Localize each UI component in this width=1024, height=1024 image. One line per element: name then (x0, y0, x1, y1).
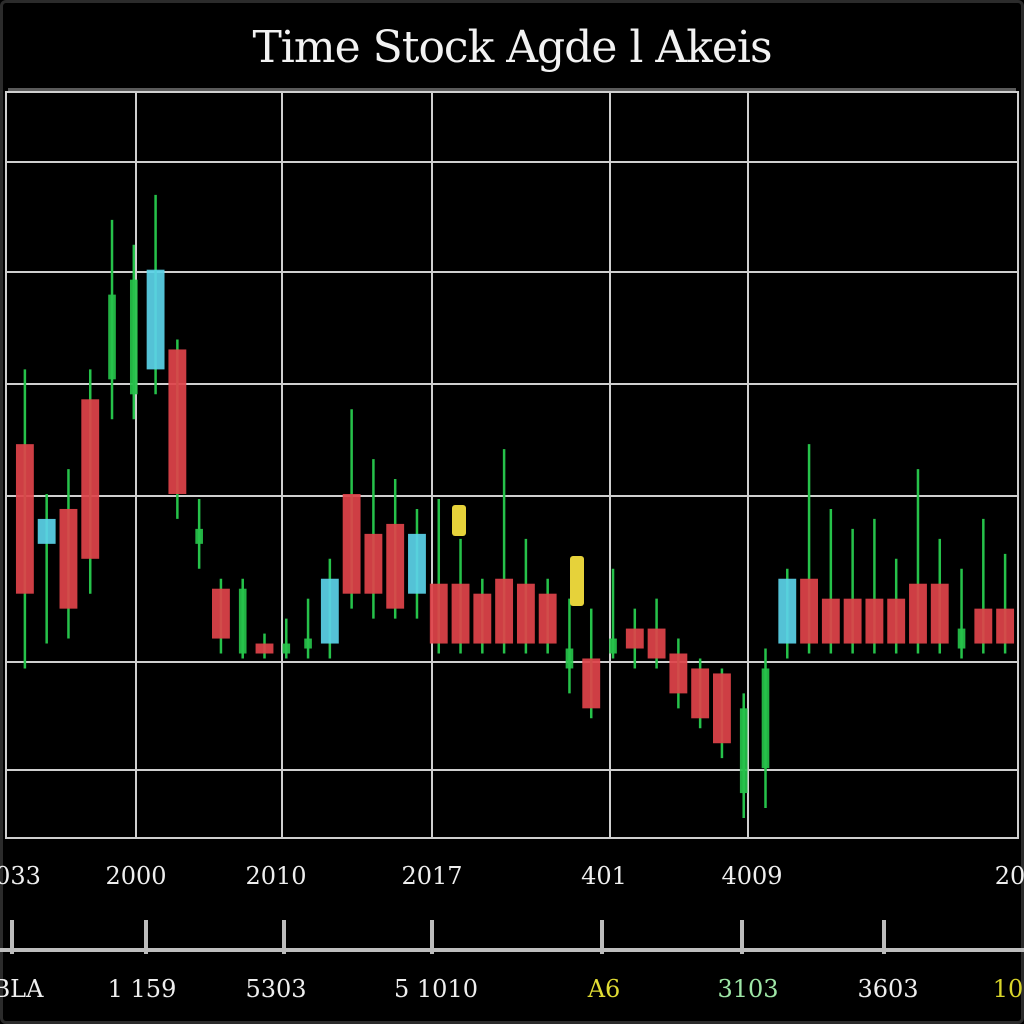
candle-body (974, 608, 993, 644)
candle-body (739, 708, 748, 794)
candle-body (669, 653, 688, 694)
candle-body (15, 444, 34, 594)
scale-tick (10, 920, 14, 954)
candle-body (238, 588, 247, 654)
candle-body (451, 583, 470, 644)
candle-body (408, 533, 426, 594)
bottom-tick-label: 3103 (717, 975, 779, 1003)
candle-body (713, 673, 731, 744)
bottom-tick-label: 1 159 (107, 975, 177, 1003)
x-tick-label: 2010 (245, 862, 307, 890)
scale-tick (282, 920, 286, 954)
x-tick-label: 033 (0, 862, 41, 890)
candle-body (255, 643, 274, 654)
candle-body (609, 638, 617, 654)
candle-body (129, 279, 138, 395)
candle-body (865, 598, 884, 644)
candle-body (429, 583, 448, 644)
scale-tick (600, 920, 604, 954)
candle-body (342, 494, 361, 594)
candle-body (81, 399, 100, 559)
candle-body (59, 508, 78, 609)
candle-body (800, 578, 818, 644)
candle-body (37, 518, 56, 544)
x-tick-label: 4009 (721, 862, 783, 890)
candle-body (495, 578, 514, 644)
candle-body (473, 593, 492, 644)
bottom-tick-label: 5303 (245, 975, 307, 1003)
candle-body (108, 294, 116, 380)
time-scale-bar (0, 948, 1024, 952)
candle-body (996, 608, 1015, 644)
candle-body (909, 583, 927, 644)
candle-body (930, 583, 949, 644)
plot-border (5, 91, 1019, 839)
scale-tick (144, 920, 148, 954)
candle-body (821, 598, 840, 644)
candle-body (282, 643, 291, 654)
x-tick-label: 2017 (401, 862, 463, 890)
bottom-tick-label: BLA (0, 975, 44, 1003)
candle-body (304, 638, 312, 649)
candle-body (625, 628, 644, 649)
candle-body (320, 578, 339, 644)
candle-body (761, 668, 770, 769)
x-tick-label: 2000 (105, 862, 167, 890)
candle-body (887, 598, 906, 644)
candle-body (778, 578, 797, 644)
highlight-candle (452, 505, 466, 536)
candle-body (516, 583, 535, 644)
candle-body (647, 628, 666, 659)
candle-body (843, 598, 862, 644)
candle-body (386, 523, 405, 609)
candle-body (957, 628, 966, 649)
candle-body (212, 588, 230, 639)
candle-body (691, 668, 710, 719)
candle-body (565, 648, 574, 669)
bottom-tick-label: A6 (587, 975, 621, 1003)
x-tick-label: 401 (581, 862, 627, 890)
bottom-tick-label: 5 1010 (394, 975, 478, 1003)
candle-body (364, 533, 383, 594)
candle-body (195, 528, 203, 544)
highlight-candle (570, 556, 584, 606)
chart-title: Time Stock Agde l Akeis (252, 22, 772, 73)
x-tick-label: 20 (994, 862, 1024, 890)
scale-tick (882, 920, 886, 954)
bottom-tick-label: 10 (992, 975, 1024, 1003)
candle-body (146, 269, 165, 370)
title-divider (8, 88, 1016, 92)
candle-body (582, 658, 601, 709)
scale-tick (430, 920, 434, 954)
candle-body (538, 593, 557, 644)
bottom-tick-label: 3603 (857, 975, 919, 1003)
scale-tick (740, 920, 744, 954)
candle-body (168, 349, 187, 494)
